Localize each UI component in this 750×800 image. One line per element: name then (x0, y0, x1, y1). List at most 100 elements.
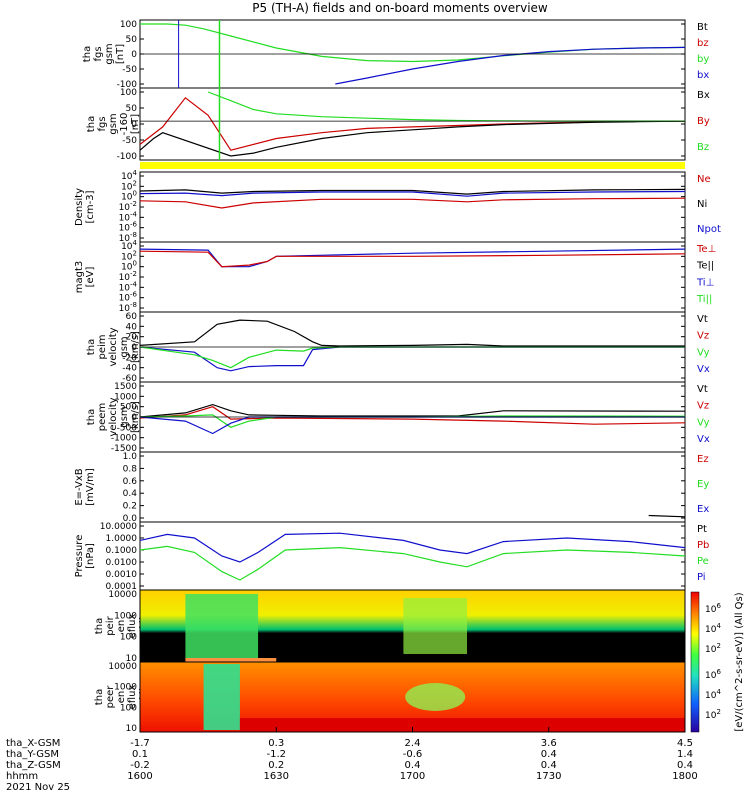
ytick-label: 0 (131, 120, 137, 130)
xaxis-row-label: tha_Y-GSM (6, 749, 59, 760)
series-Vz (139, 406, 686, 425)
panel-fgs_dsl: 100 50 0 -50 -100 tha fgs gsm [nT] Bt bz by bx (82, 19, 709, 90)
ylabel-line: [km/s] (130, 401, 141, 433)
series-by (140, 23, 686, 63)
series-Ni (139, 188, 686, 195)
ytick-label: -50 (122, 136, 137, 146)
colorbar (690, 591, 700, 733)
ylabel-line: [eV] (85, 267, 96, 288)
legend-By: By (697, 116, 710, 127)
ytick-label: 10 (126, 724, 138, 734)
ylabel-line: tha (86, 409, 97, 425)
series-Vy (139, 414, 686, 428)
series-Vx (139, 346, 685, 372)
ytick-label: 10-2 (119, 200, 137, 213)
ytick-label: 1500 (114, 382, 137, 392)
ytick-label: 100 (121, 190, 137, 203)
legend-Vy: Vy (697, 417, 710, 428)
peir-band (185, 658, 277, 662)
ylabel: tha peim velocity gsm [km/s] (86, 327, 141, 366)
ytick-label: 10-6 (119, 221, 138, 234)
ylabel: tha peem velocity gsm [km/s] (86, 397, 141, 436)
xaxis-value: 0.2 (268, 760, 284, 771)
ylabel-line: gsm (104, 43, 115, 64)
ytick-label: 102 (121, 179, 137, 192)
xaxis-value: 1700 (400, 771, 425, 782)
legend-Te⊥: Te⊥ (696, 244, 716, 255)
series-Bz (207, 91, 685, 122)
ylabel: Pressure [nPa] (74, 535, 96, 578)
xaxis-value: 0.1 (132, 749, 148, 760)
ytick-label: 1.0000 (106, 534, 138, 544)
series-bx (335, 46, 686, 85)
legend-Ez: Ez (697, 454, 709, 465)
series-Ne (139, 197, 686, 209)
ytick-label: -40 (122, 364, 137, 374)
ytick-label: 40 (126, 322, 138, 332)
ytick-label: 0 (131, 343, 137, 353)
colorbar-label: [eV/(cm^2-s-sr-eV)] (All Qs) (734, 592, 745, 731)
legend-Ti⊥: Ti⊥ (696, 277, 714, 288)
ylabel-line: E=-VxB (74, 468, 85, 505)
ylabel: Density [cm-3] (74, 188, 96, 226)
ylabel-line: [cm-3] (85, 190, 96, 223)
ytick-label: 100 (120, 703, 137, 713)
ytick-label: 60 (126, 312, 138, 322)
legend-Pb: Pb (697, 540, 709, 551)
ylabel: tha fgs gsm -160 [nT] (86, 113, 141, 136)
legend-Vz: Vz (697, 401, 709, 412)
ylabel-line: peem (97, 403, 108, 431)
xaxis-value: 0.4 (541, 749, 557, 760)
legend-Ni: Ni (697, 199, 707, 210)
ylabel-line: velocity (108, 397, 119, 436)
panel-frame (139, 87, 686, 161)
panel-pressure: 10.0000 1.0000 0.1000 0.0100 0.0010 0.0001 Pre… (74, 521, 709, 592)
colorbar-tick: 102 (705, 642, 721, 655)
xaxis-value: 0.4 (541, 760, 557, 771)
legend-Pt: Pt (697, 524, 707, 535)
legend-Bx: Bx (697, 90, 710, 101)
series-Vt (139, 319, 685, 347)
ytick-label: 0.0100 (106, 558, 138, 568)
ylabel-line: [nPa] (85, 543, 96, 569)
ytick-label: 0.0010 (106, 570, 138, 580)
series-Pi (139, 532, 686, 563)
legend-Ey: Ey (697, 479, 709, 490)
panel-frame (139, 451, 686, 523)
ytick-label: 100 (121, 260, 137, 273)
series-group-density (139, 188, 686, 209)
series-Pe (139, 545, 686, 581)
ytick-label: 0.4 (123, 489, 138, 499)
ytick-label: 20 (126, 333, 138, 343)
legend-Npot: Npot (697, 224, 721, 235)
ytick-label: 0.8 (123, 464, 138, 474)
peer-burst (203, 664, 240, 730)
ylabel-line: fgs (93, 46, 104, 61)
legend-Bz: Bz (697, 142, 709, 153)
ylabel-line: tha (86, 339, 97, 355)
ytick-label: -50 (122, 65, 137, 75)
ytick-label: -500 (117, 423, 138, 433)
panel-frame (139, 171, 686, 243)
series-group-temperature (139, 248, 686, 268)
legend-Bt: Bt (697, 22, 708, 33)
xaxis-value: -1.7 (130, 738, 150, 749)
series-group-fgs (140, 23, 686, 85)
series-group-vel_peem (139, 403, 686, 435)
ylabel-line: en (116, 620, 127, 633)
ytick-label: -1500 (111, 444, 137, 454)
legend-by: by (697, 54, 709, 65)
xaxis-value: 1630 (264, 771, 289, 782)
ytick-label: -60 (122, 374, 137, 384)
xaxis-value: 1600 (127, 771, 152, 782)
ytick-label: 500 (120, 403, 137, 413)
ytick-label: 0 (131, 50, 137, 60)
ylabel-line: [mV/m] (85, 468, 96, 506)
series-Te⊥ (139, 250, 686, 268)
ytick-label: 10-2 (119, 270, 137, 283)
ylabel: tha fgs gsm [nT] (82, 43, 126, 64)
ylabel-line: eflux (127, 685, 138, 710)
xaxis-value: 4.5 (677, 738, 693, 749)
